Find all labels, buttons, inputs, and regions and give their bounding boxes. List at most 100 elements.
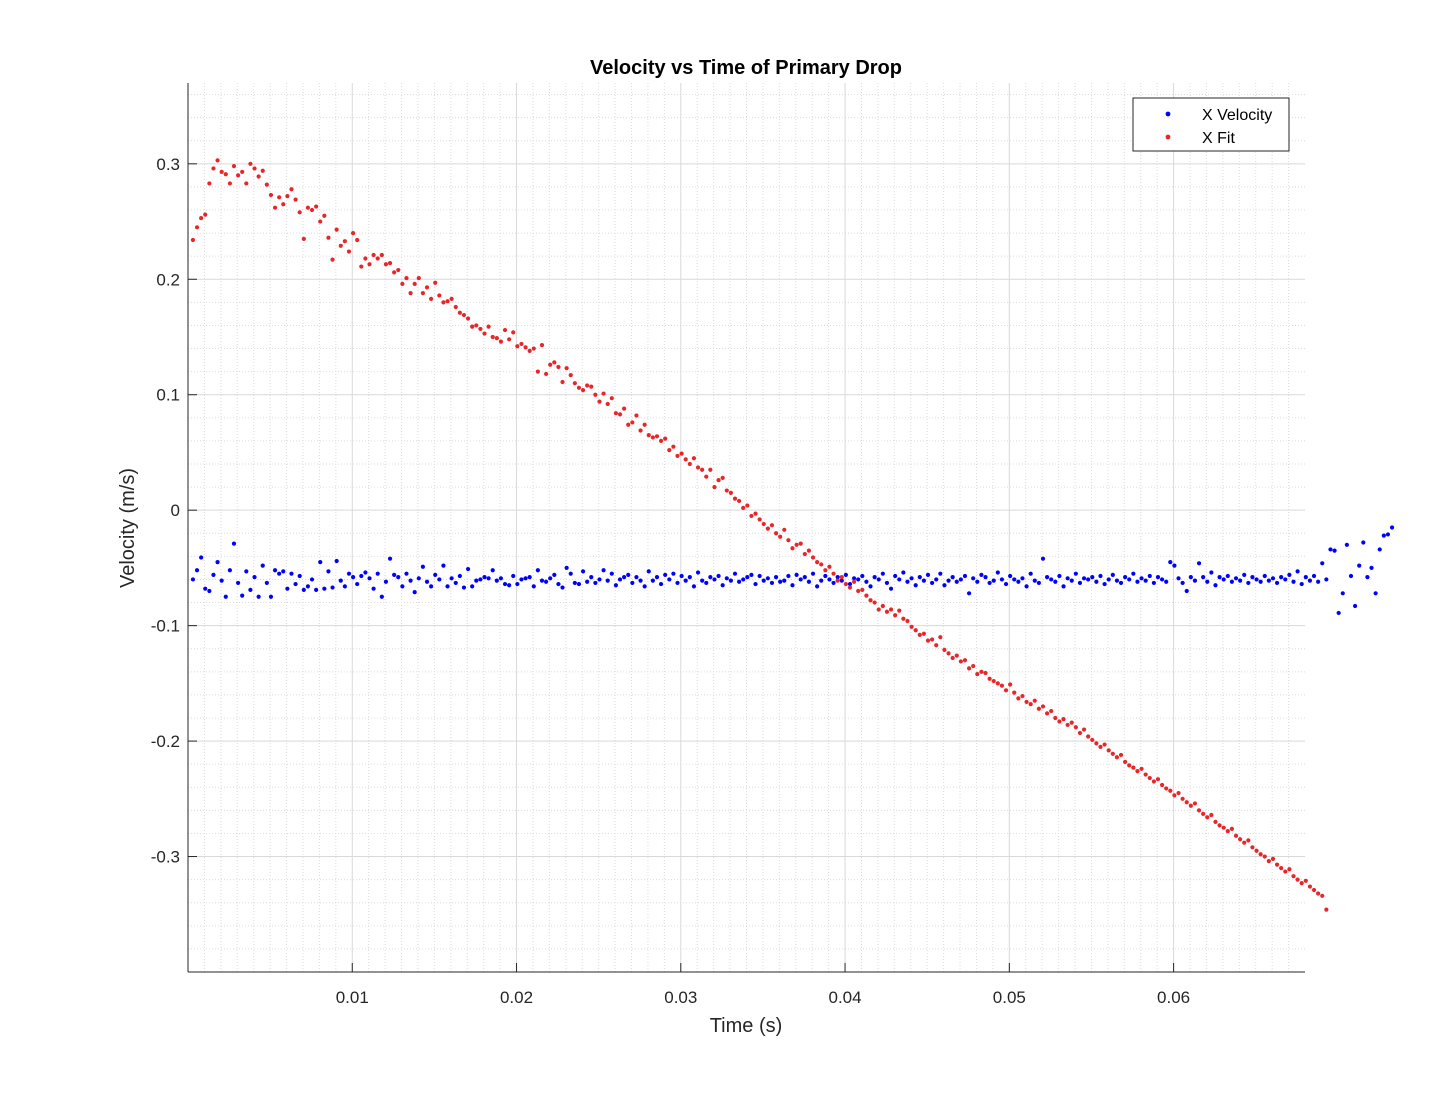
data-point [371,252,376,258]
series-x-fit [190,158,1329,912]
data-point [408,291,413,296]
data-point [560,379,565,385]
data-point [934,577,939,582]
x-tick-label: 0.03 [664,988,697,1007]
data-point [827,564,832,569]
data-point [946,651,951,656]
data-point [630,420,635,425]
data-point [367,576,372,581]
data-point [1135,579,1140,584]
data-point [1114,578,1120,583]
data-point [1299,881,1304,886]
data-point [1131,765,1136,770]
data-point [535,568,540,573]
data-point [387,261,393,266]
data-point [983,575,988,580]
data-point [609,396,614,401]
data-point [309,207,315,213]
data-point [1192,578,1198,583]
data-point [203,212,208,217]
data-point [1229,826,1234,831]
data-point [199,215,204,221]
data-point [1385,532,1391,537]
data-point [1069,720,1074,725]
data-point [404,276,409,281]
x-tick-label: 0.04 [829,988,862,1007]
data-point [1295,877,1300,882]
data-point [749,513,754,519]
data-point [782,578,787,583]
data-point [1254,577,1259,582]
data-point [449,296,454,301]
data-point [843,581,848,587]
data-point [999,577,1005,582]
data-point [236,173,241,178]
data-point [626,572,631,577]
data-point [979,669,984,674]
data-point [1151,779,1156,784]
data-point [1020,693,1025,699]
data-point [798,541,803,546]
data-point [490,568,495,573]
data-point [1024,699,1029,704]
data-point [231,164,237,169]
data-point [1262,573,1267,579]
data-point [626,422,631,427]
data-point [1053,715,1058,721]
data-point [1139,766,1144,771]
data-point [999,683,1005,688]
data-point [1287,572,1292,577]
x-tick-label: 0.06 [1157,988,1190,1007]
data-point [404,571,409,576]
data-point [601,568,606,573]
data-point [737,579,742,584]
data-point [277,195,282,200]
data-point [379,252,384,258]
data-point [737,498,742,504]
data-point [227,181,232,186]
data-point [1320,893,1325,898]
data-point [1123,575,1128,580]
data-point [700,467,705,472]
chart-title: Velocity vs Time of Primary Drop [590,57,902,79]
data-point [622,575,627,580]
data-point [868,584,873,589]
data-point [1053,579,1058,584]
data-point [823,573,828,579]
data-point [1238,837,1243,842]
data-point [433,572,438,577]
data-point [359,264,364,269]
data-point [326,235,331,240]
data-point [1369,565,1374,571]
data-point [277,571,282,576]
data-point [441,563,446,568]
data-point [1279,575,1284,580]
data-point [1143,578,1148,583]
x-tick-label: 0.05 [993,988,1026,1007]
data-point [330,257,335,262]
data-point [1266,578,1271,583]
data-point [305,205,311,210]
data-point [223,172,228,177]
data-point [1024,584,1029,589]
data-point [934,643,939,648]
legend-marker-x-fit [1165,134,1171,140]
data-point [609,571,614,576]
data-point [745,503,750,508]
series-layer [190,158,1395,912]
legend: X Velocity X Fit [1132,97,1290,152]
data-point [470,324,475,329]
legend-label-x-fit: X Fit [1202,130,1235,147]
data-point [790,583,795,588]
major-grid [188,83,1305,972]
data-point [556,364,561,370]
data-point [843,572,848,577]
data-point [363,570,368,575]
data-point [544,371,549,377]
series-x-velocity [190,525,1395,616]
data-point [1057,719,1062,724]
data-point [1159,577,1165,582]
data-point [815,560,820,565]
data-point [675,580,680,586]
